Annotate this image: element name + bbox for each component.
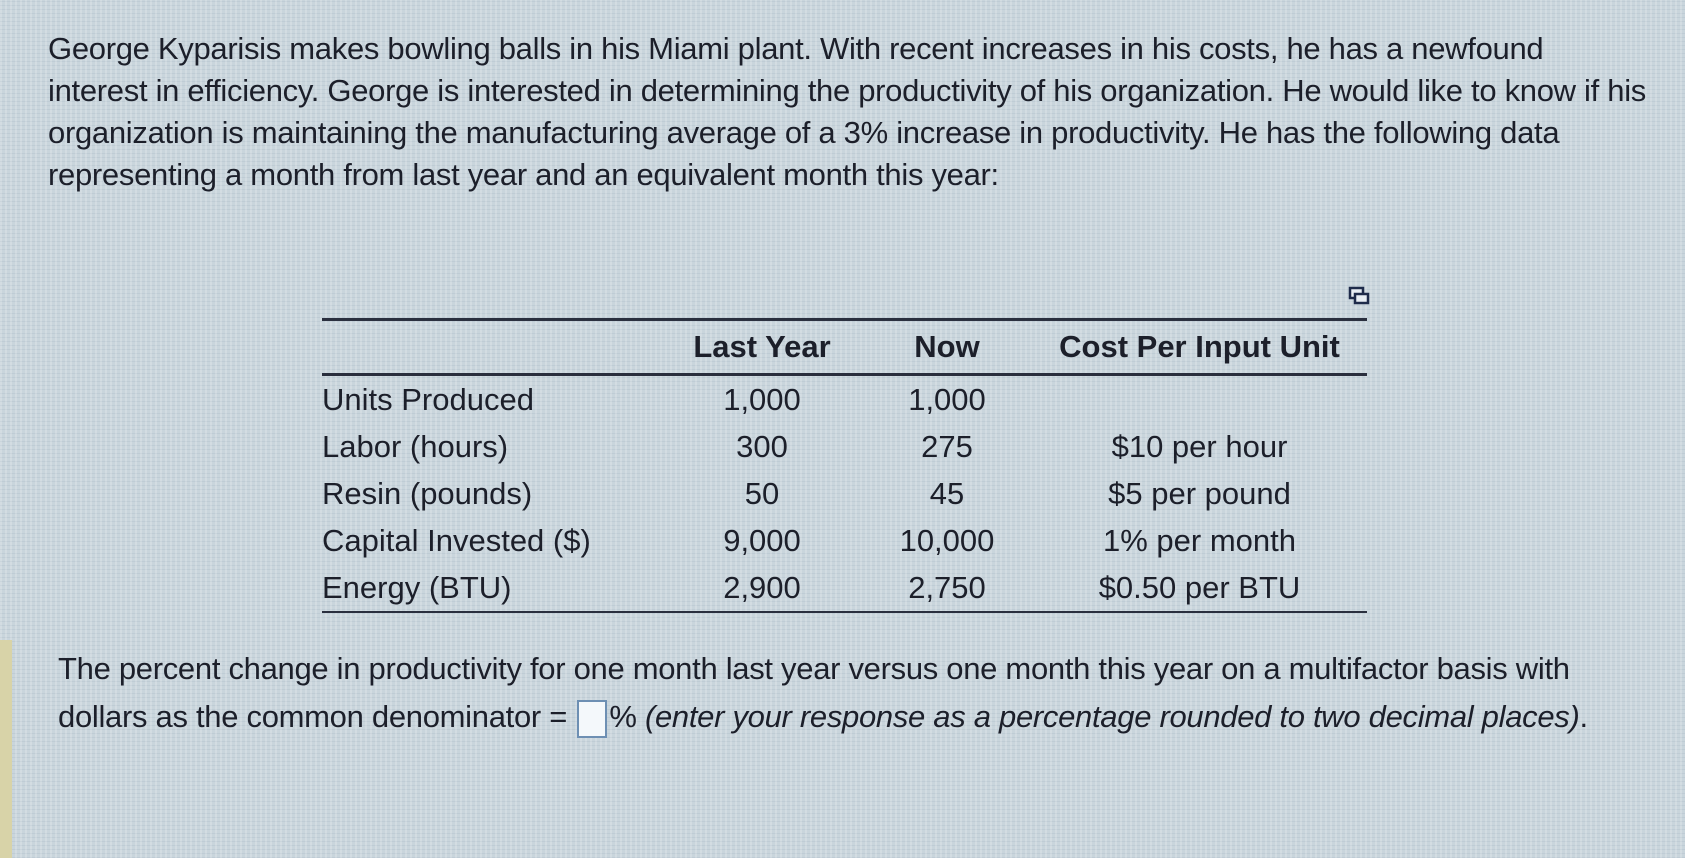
copy-table-icon[interactable] [1348, 285, 1370, 307]
cost-value [1032, 375, 1367, 424]
last-year-value: 1,000 [723, 381, 801, 417]
last-year-value: 9,000 [723, 522, 801, 558]
cost-value: 1% per month [1103, 522, 1296, 558]
last-year-value: 50 [744, 475, 780, 511]
cost-value: $10 per hour [1111, 428, 1288, 464]
answer-hint: (enter your response as a percentage rou… [644, 699, 1580, 734]
question: The percent change in productivity for o… [58, 645, 1618, 741]
now-value: 275 [921, 428, 973, 464]
row-label: Capital Invested ($) [322, 522, 591, 558]
header-blank [322, 318, 662, 376]
cost-value: $5 per pound [1108, 475, 1291, 511]
row-label: Units Produced [322, 381, 534, 417]
header-last-year: Last Year [662, 318, 862, 376]
table-row: Labor (hours) 300 275 $10 per hour [322, 423, 1367, 470]
table-row: Units Produced 1,000 1,000 [322, 375, 1367, 424]
table-row: Energy (BTU) 2,900 2,750 $0.50 per BTU [322, 564, 1367, 613]
percent-unit: % [609, 699, 637, 734]
row-label: Energy (BTU) [322, 564, 662, 613]
problem-intro: George Kyparisis makes bowling balls in … [48, 31, 1646, 192]
row-label: Labor (hours) [322, 428, 509, 464]
now-value: 1,000 [908, 381, 986, 417]
last-year-value: 2,900 [662, 564, 862, 613]
header-cost: Cost Per Input Unit [1032, 318, 1367, 376]
table-header-row: Last Year Now Cost Per Input Unit [322, 318, 1367, 376]
now-value: 45 [929, 475, 965, 511]
question-end: . [1579, 699, 1589, 734]
question-text: The percent change in productivity for o… [58, 651, 1570, 734]
now-value: 2,750 [862, 564, 1032, 613]
table-row: Resin (pounds) 50 45 $5 per pound [322, 470, 1367, 517]
answer-input[interactable] [577, 699, 608, 738]
data-table: Last Year Now Cost Per Input Unit Units … [322, 318, 1367, 613]
cost-value: $0.50 per BTU [1032, 564, 1367, 613]
table-row: Capital Invested ($) 9,000 10,000 1% per… [322, 517, 1367, 564]
last-year-value: 300 [736, 428, 788, 464]
margin-strip [0, 640, 12, 858]
row-label: Resin (pounds) [322, 475, 533, 511]
header-now: Now [862, 318, 1032, 376]
now-value: 10,000 [899, 522, 995, 558]
